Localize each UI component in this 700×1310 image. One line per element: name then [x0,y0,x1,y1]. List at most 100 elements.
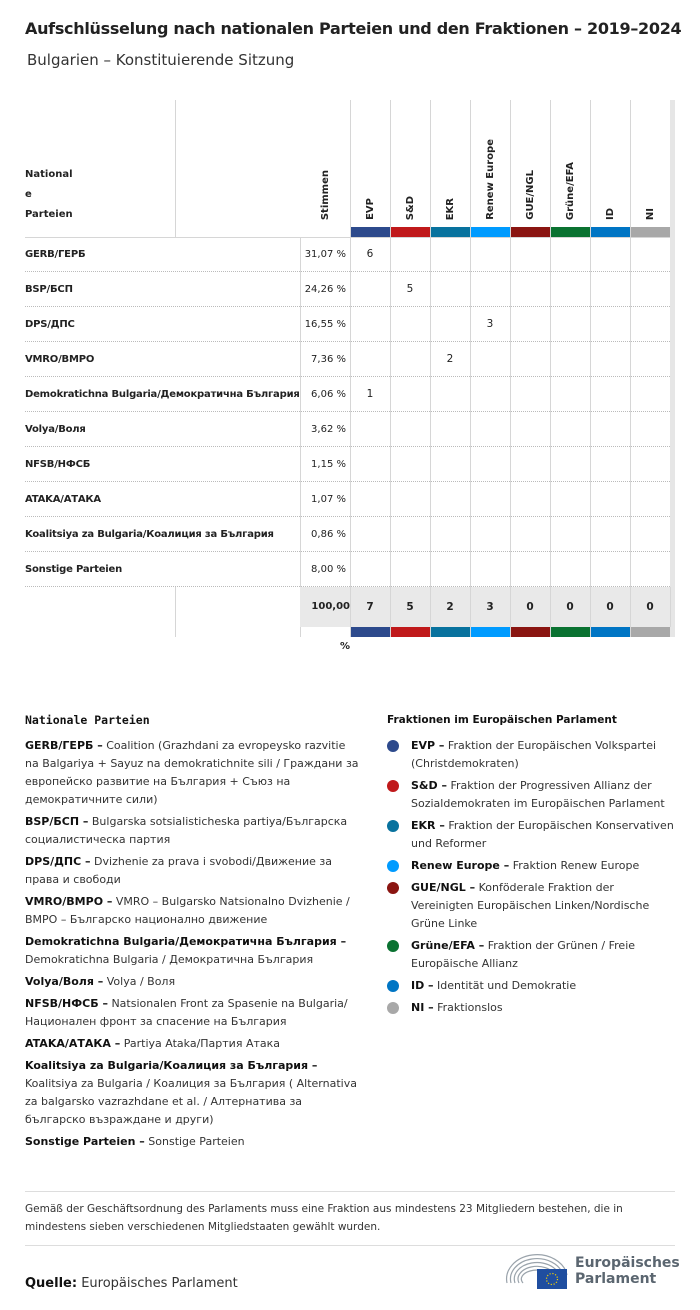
seat-table: National e Parteien Stimmen EVP S&D EKR Renew E… [0,0,700,652]
group-legend-item: Renew Europe – Fraktion Renew Europe [387,857,675,875]
party-name: NFSB/НФСБ [25,459,91,470]
divider [550,100,551,637]
party-name: BSP/БСП [25,284,73,295]
group-color-bar [431,627,470,637]
party-legend-item: Demokratichna Bulgaria/Демократична Бълг… [25,935,347,966]
total-seat-count: 0 [566,601,574,613]
divider [590,100,591,637]
group-legend: Fraktionen im Europäischen Parlament EVP… [387,711,675,1021]
divider [390,100,391,637]
divider [510,587,511,627]
group-header: Renew Europe [484,139,496,220]
party-name: ATAKA/АТАКА [25,494,101,505]
party-name: VMRO/ВМРО [25,354,95,365]
votes-column-header: Stimmen [319,169,331,220]
party-legend-item: BSP/БСП – Bulgarska sotsialisticheska pa… [25,815,348,846]
party-name: GERB/ГЕРБ [25,249,86,260]
logo-text: Europäisches Parlament [575,1255,680,1287]
table-row [25,447,670,482]
vote-share: 1,15 % [311,459,346,470]
party-name: Demokratichna Bulgaria/Демократична Бълг… [25,389,300,400]
ep-logo: Europäisches Parlament [505,1253,680,1289]
footnote: Gemäß der Geschäftsordnung des Parlament… [25,1191,675,1246]
total-votes: 100,00 % [311,601,350,652]
party-column-header: National e Parteien [25,169,73,220]
total-seat-count: 3 [486,601,494,613]
vote-share: 8,00 % [311,564,346,575]
group-header: ID [604,207,616,220]
group-legend-item: Grüne/EFA – Fraktion der Grünen / Freie … [387,937,675,973]
color-dot-icon [387,780,399,792]
color-dot-icon [387,940,399,952]
table-row [25,342,670,377]
group-color-bar [391,627,430,637]
color-dot-icon [387,820,399,832]
group-color-bar [511,227,550,237]
scrollbar[interactable] [670,100,675,637]
divider [300,237,301,637]
divider [175,100,176,237]
seat-count: 3 [486,318,494,330]
group-header: GUE/NGL [524,170,536,220]
party-legend-item: Sonstige Parteien – Sonstige Parteien [25,1135,245,1148]
page-subtitle: Bulgarien – Konstituierende Sitzung [27,51,295,69]
vote-share: 0,86 % [311,529,346,540]
divider [630,587,631,627]
vote-share: 1,07 % [311,494,346,505]
table-row [25,552,670,587]
party-name: Volya/Воля [25,424,86,435]
divider [430,587,431,627]
group-header: EKR [444,197,456,220]
seat-count: 5 [406,283,414,295]
divider [470,587,471,627]
total-background [300,587,670,627]
group-color-bar [631,227,670,237]
table-row [25,272,670,307]
party-legend-title: Nationale Parteien [25,713,150,727]
color-dot-icon [387,882,399,894]
table-row [25,377,670,412]
group-color-bar [471,227,510,237]
vote-share: 3,62 % [311,424,346,435]
group-header: NI [644,207,656,220]
table-row [25,517,670,552]
divider [670,587,671,627]
vote-share: 31,07 % [304,249,346,260]
group-legend-item: EVP – Fraktion der Europäischen Volkspar… [387,737,675,773]
party-legend-item: Koalitsiya za Bulgaria/Коалиция за Бълга… [25,1059,357,1126]
divider [175,587,176,637]
group-header: Grüne/EFA [564,161,576,220]
table-row [25,482,670,517]
group-legend-item: NI – Fraktionslos [387,999,675,1017]
total-seat-count: 5 [406,601,414,613]
color-dot-icon [387,740,399,752]
table-row [25,237,670,272]
divider [350,587,351,627]
vote-share: 24,26 % [304,284,346,295]
source-label: Quelle: [25,1276,78,1291]
party-legend: Nationale Parteien GERB/ГЕРБ – Coalition… [25,711,360,1155]
vote-share: 6,06 % [311,389,346,400]
party-name: DPS/ДПС [25,319,75,330]
party-legend-item: DPS/ДПС – Dvizhenie za prava i svobodi/Д… [25,855,332,886]
vote-share: 7,36 % [311,354,346,365]
group-color-bar [551,227,590,237]
total-seat-count: 7 [366,601,374,613]
group-legend-item: S&D – Fraktion der Progressiven Allianz … [387,777,675,813]
color-dot-icon [387,1002,399,1014]
party-legend-item: NFSB/НФСБ – Natsionalen Front za Spaseni… [25,997,348,1028]
divider [590,587,591,627]
group-header: S&D [404,195,416,220]
group-color-bar [431,227,470,237]
seat-count: 2 [446,353,454,365]
color-dot-icon [387,860,399,872]
party-name: Sonstige Parteien [25,564,123,575]
vote-share: 16,55 % [304,319,346,330]
group-color-bar [591,627,630,637]
header-divider [25,237,670,238]
group-color-bar [351,627,390,637]
divider [510,100,511,637]
source-value: Europäisches Parlament [81,1276,238,1291]
group-color-bar [351,227,390,237]
total-seat-count: 0 [646,601,654,613]
